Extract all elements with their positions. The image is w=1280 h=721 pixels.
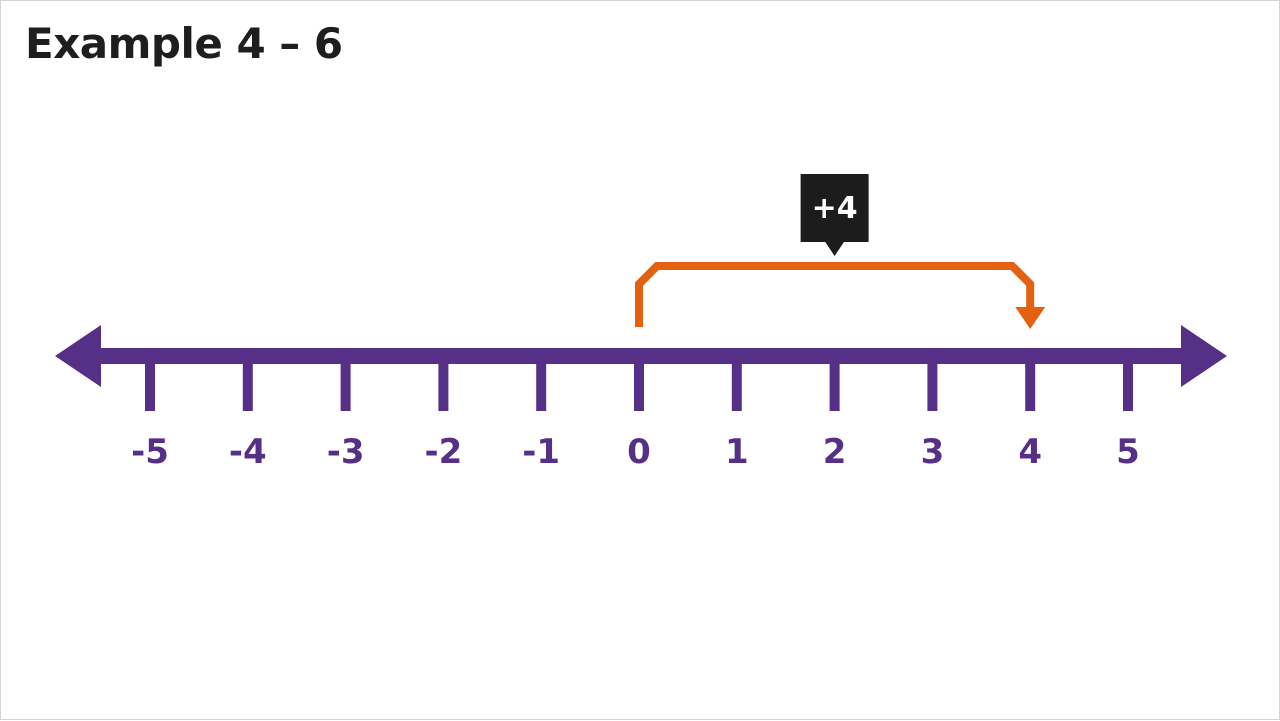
- jump-label: +4: [812, 191, 858, 226]
- tick-label-5: 5: [1116, 432, 1140, 472]
- page-title: Example 4 – 6: [25, 19, 343, 68]
- jump-arrow: +4: [635, 174, 1046, 329]
- tick-label--3: -3: [327, 432, 365, 472]
- tick-label-4: 4: [1018, 432, 1042, 472]
- tick-label--5: -5: [131, 432, 169, 472]
- tick--1: [536, 356, 547, 411]
- tick-label-1: 1: [725, 432, 749, 472]
- number-line-ticks: [145, 356, 1133, 411]
- number-line-labels: -5 -4 -3 -2 -1 0 1 2 3 4 5: [131, 432, 1140, 472]
- tick-label-3: 3: [921, 432, 945, 472]
- jump-label-pointer: [824, 241, 845, 256]
- tick-0: [634, 356, 644, 411]
- tick--5: [145, 356, 155, 411]
- tick-label--2: -2: [425, 432, 463, 472]
- jump-path: [635, 262, 1035, 327]
- tick-1: [731, 356, 742, 411]
- right-arrowhead: [1181, 325, 1227, 387]
- tick-5: [1123, 356, 1133, 411]
- tick-2: [829, 356, 840, 411]
- tick-label--1: -1: [522, 432, 560, 472]
- tick-label--4: -4: [229, 432, 267, 472]
- tick--2: [438, 356, 449, 411]
- tick--3: [340, 356, 351, 411]
- tick--4: [242, 356, 253, 411]
- left-arrowhead: [55, 325, 101, 387]
- tick-4: [1025, 356, 1036, 411]
- tick-label-0: 0: [627, 432, 651, 472]
- jump-arrowhead: [1015, 307, 1046, 329]
- jump-label-box: [800, 174, 869, 242]
- tick-3: [927, 356, 938, 411]
- tick-label-2: 2: [823, 432, 847, 472]
